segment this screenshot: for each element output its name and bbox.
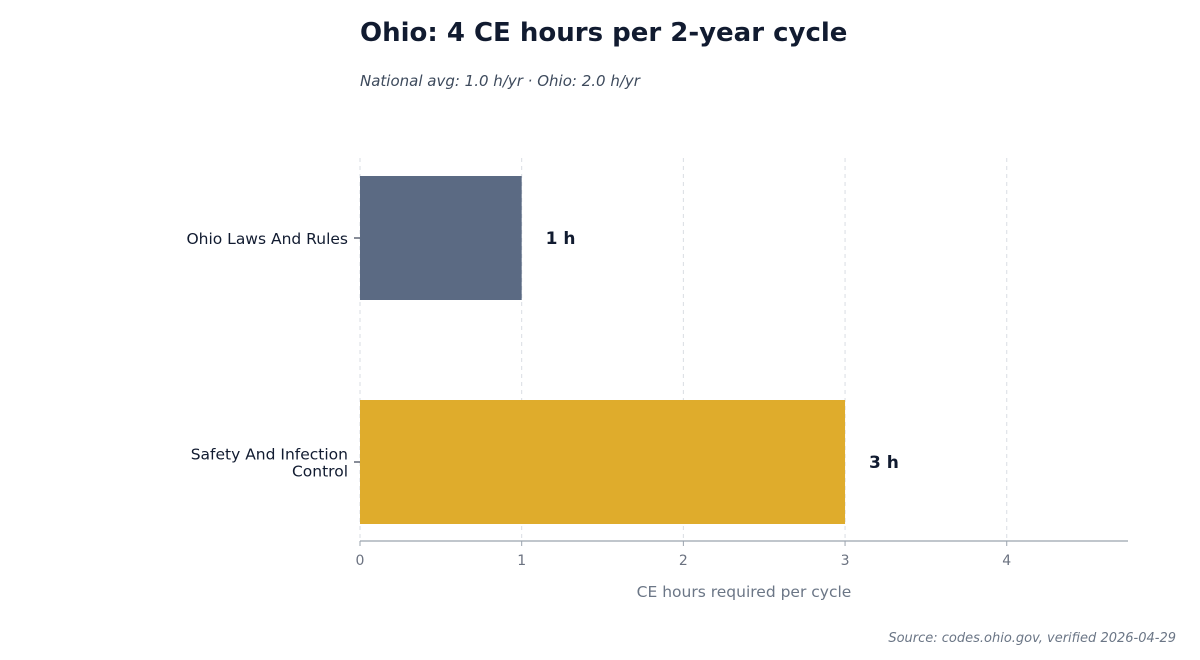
bar [360, 176, 522, 300]
source-note: Source: codes.ohio.gov, verified 2026-04… [888, 631, 1176, 646]
bar-value-label: 3 h [869, 453, 899, 473]
chart-title: Ohio: 4 CE hours per 2-year cycle [360, 18, 848, 48]
category-label: Safety And Infection Control [191, 446, 348, 481]
category-label: Ohio Laws And Rules [186, 230, 348, 248]
bar-value-label: 1 h [546, 229, 576, 249]
x-tick-label: 0 [356, 553, 365, 569]
x-tick-label: 1 [517, 553, 526, 569]
x-axis-title: CE hours required per cycle [637, 583, 852, 601]
x-tick-label: 2 [679, 553, 688, 569]
chart-subtitle: National avg: 1.0 h/yr · Ohio: 2.0 h/yr [360, 72, 640, 90]
bar [360, 400, 846, 524]
x-tick-label: 3 [841, 553, 850, 569]
x-tick-label: 4 [1002, 553, 1011, 569]
